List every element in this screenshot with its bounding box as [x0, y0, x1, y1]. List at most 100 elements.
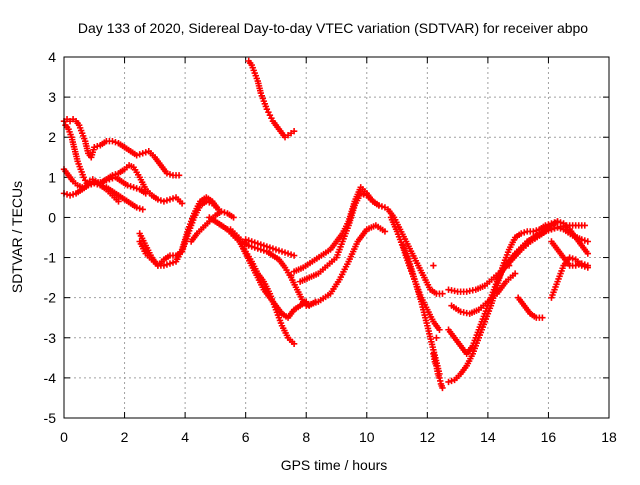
data-point — [539, 314, 546, 321]
data-point — [136, 151, 143, 158]
data-point — [433, 334, 440, 341]
y-axis-label: SDTVAR / TECUs — [9, 181, 25, 293]
data-point — [287, 251, 295, 258]
data-point — [554, 224, 561, 231]
data-point — [166, 196, 174, 203]
x-tick-label: 14 — [480, 429, 496, 445]
data-point — [584, 262, 592, 269]
data-point — [357, 190, 364, 197]
data-point — [169, 195, 177, 202]
x-tick-label: 8 — [302, 429, 310, 445]
data-point — [160, 198, 168, 205]
data-point — [378, 203, 386, 210]
data-point — [163, 170, 171, 177]
series-arc-22 — [448, 270, 519, 317]
series-arc-4 — [62, 121, 186, 207]
y-tick-label: 1 — [48, 169, 56, 185]
series-arc-14 — [303, 222, 389, 309]
data-point — [445, 378, 452, 386]
data-point — [103, 177, 110, 184]
y-tick-label: -3 — [44, 330, 57, 346]
x-tick-label: 2 — [121, 429, 129, 445]
data-point — [530, 228, 537, 235]
data-point — [284, 250, 292, 257]
plot-frame — [63, 56, 610, 419]
series-arc-23 — [493, 224, 592, 281]
data-point — [278, 248, 286, 255]
data-point — [178, 200, 186, 207]
x-tick-label: 10 — [359, 429, 375, 445]
series-arc-10 — [245, 57, 298, 141]
data-point — [166, 171, 174, 178]
data-point — [439, 384, 446, 392]
data-point — [66, 192, 74, 199]
data-point — [97, 179, 104, 186]
data-point — [106, 176, 113, 183]
data-point — [566, 254, 573, 261]
data-point — [94, 180, 101, 187]
data-point — [163, 197, 171, 204]
data-point — [360, 191, 367, 198]
data-point — [139, 206, 146, 213]
data-point — [581, 222, 588, 229]
x-tick-label: 6 — [242, 429, 250, 445]
data-point — [133, 204, 140, 211]
data-point — [545, 227, 552, 234]
data-point — [91, 144, 98, 151]
series-arc-27 — [94, 174, 149, 197]
data-point — [254, 240, 261, 247]
data-point — [127, 183, 134, 190]
data-point — [548, 226, 555, 233]
data-point — [251, 239, 258, 246]
data-point — [142, 149, 149, 156]
series-arc-19 — [445, 218, 561, 386]
series-arc-25 — [548, 254, 592, 301]
data-point — [115, 198, 122, 205]
series-arc-26 — [548, 238, 592, 269]
data-point — [245, 237, 252, 244]
data-point — [230, 214, 237, 221]
data-point — [154, 196, 162, 203]
series-arc-6 — [136, 194, 222, 269]
data-point — [554, 218, 561, 225]
data-point — [505, 262, 513, 269]
data-point — [287, 272, 295, 279]
x-tick-label: 0 — [60, 429, 68, 445]
y-tick-label: 2 — [48, 129, 56, 145]
data-point — [109, 138, 116, 145]
data-point — [517, 230, 525, 237]
data-point — [569, 255, 576, 262]
data-point — [218, 208, 225, 215]
series-arc-7 — [206, 214, 298, 347]
data-points — [60, 57, 592, 392]
y-tick-label: -1 — [44, 250, 57, 266]
data-point — [557, 225, 564, 232]
data-point — [290, 128, 298, 135]
series-arc-15 — [384, 206, 446, 297]
data-point — [260, 242, 268, 249]
series-arc-18 — [430, 350, 446, 392]
data-point — [157, 197, 165, 204]
data-point — [133, 185, 140, 192]
data-point — [581, 237, 588, 244]
y-tick-label: 4 — [48, 49, 56, 65]
x-tick-label: 18 — [601, 429, 617, 445]
data-point — [248, 238, 255, 245]
data-point — [511, 270, 519, 277]
data-point — [275, 247, 283, 254]
series-arc-3 — [60, 115, 183, 179]
data-point — [257, 241, 265, 248]
series-arc-13 — [296, 190, 383, 285]
data-point — [430, 262, 437, 269]
data-point — [112, 139, 119, 146]
data-point — [448, 377, 455, 385]
data-point — [136, 205, 143, 212]
data-point — [578, 236, 585, 243]
data-point — [69, 191, 77, 198]
data-point — [221, 209, 228, 216]
series-isolated — [287, 262, 513, 341]
data-point — [130, 184, 137, 191]
data-point — [263, 243, 271, 250]
